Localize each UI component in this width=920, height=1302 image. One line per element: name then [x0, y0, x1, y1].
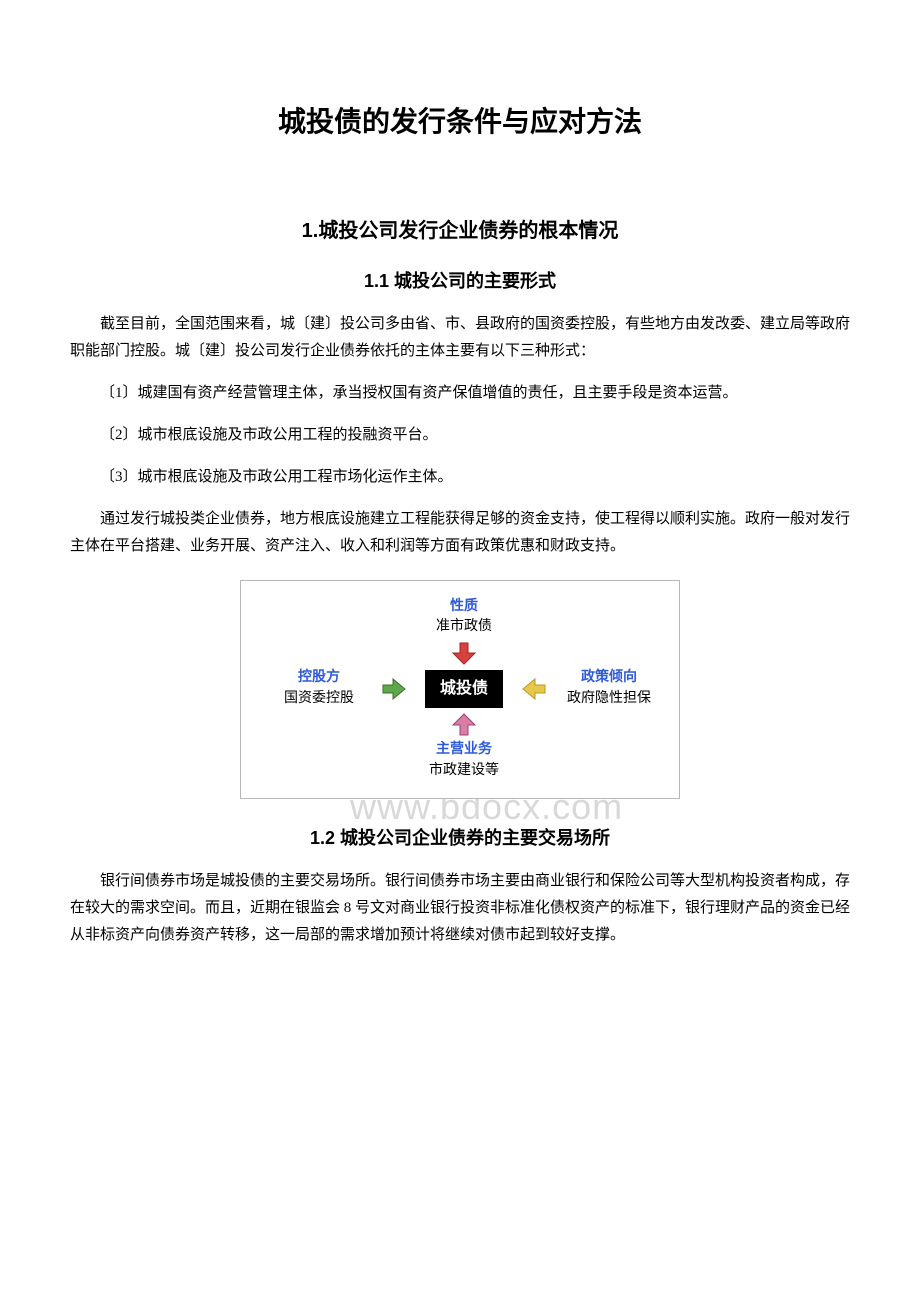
diagram-right-label: 政策倾向: [567, 669, 651, 688]
section-1-heading: 1.城投公司发行企业债券的根本情况: [70, 215, 850, 247]
paragraph: 通过发行城投类企业债券，地方根底设施建立工程能获得足够的资金支持，使工程得以顺利…: [70, 506, 850, 560]
arrow-down-icon: [451, 641, 477, 665]
paragraph: 银行间债券市场是城投债的主要交易场所。银行间债券市场主要由商业银行和保险公司等大…: [70, 868, 850, 949]
list-item-2: 〔2〕城市根底设施及市政公用工程的投融资平台。: [70, 422, 850, 449]
diagram-top-label: 性质: [436, 598, 492, 617]
diagram-bottom-label: 主营业务: [429, 741, 499, 760]
diagram-left-label: 控股方: [284, 669, 354, 688]
section-1-2-heading: 1.2 城投公司企业债券的主要交易场所: [70, 824, 850, 853]
diagram-right-node: 政策倾向 政府隐性担保: [559, 666, 659, 712]
diagram-top-sub: 准市政债: [436, 618, 492, 637]
document-body: 城投债的发行条件与应对方法 1.城投公司发行企业债券的根本情况 1.1 城投公司…: [70, 100, 850, 949]
diagram-bottom-sub: 市政建设等: [429, 762, 499, 781]
document-title: 城投债的发行条件与应对方法: [70, 100, 850, 145]
diagram-right-sub: 政府隐性担保: [567, 690, 651, 709]
diagram-left-sub: 国资委控股: [284, 690, 354, 709]
diagram-left-node: 控股方 国资委控股: [276, 666, 362, 712]
arrow-up-icon: [451, 713, 477, 737]
diagram-bottom-node: 主营业务 市政建设等: [421, 738, 507, 784]
diagram-top-node: 性质 准市政债: [428, 595, 500, 641]
concept-diagram: 性质 准市政债 控股方 国资委控股: [240, 580, 680, 799]
paragraph: 截至目前，全国范围来看，城〔建〕投公司多由省、市、县政府的国资委控股，有些地方由…: [70, 311, 850, 365]
section-1-1-heading: 1.1 城投公司的主要形式: [70, 267, 850, 296]
arrow-right-icon: [381, 678, 407, 700]
list-item-1: 〔1〕城建国有资产经营管理主体，承当授权国有资产保值增值的责任，且主要手段是资本…: [70, 380, 850, 407]
arrow-left-icon: [521, 678, 547, 700]
diagram-center-node: 城投债: [425, 670, 503, 708]
list-item-3: 〔3〕城市根底设施及市政公用工程市场化运作主体。: [70, 464, 850, 491]
